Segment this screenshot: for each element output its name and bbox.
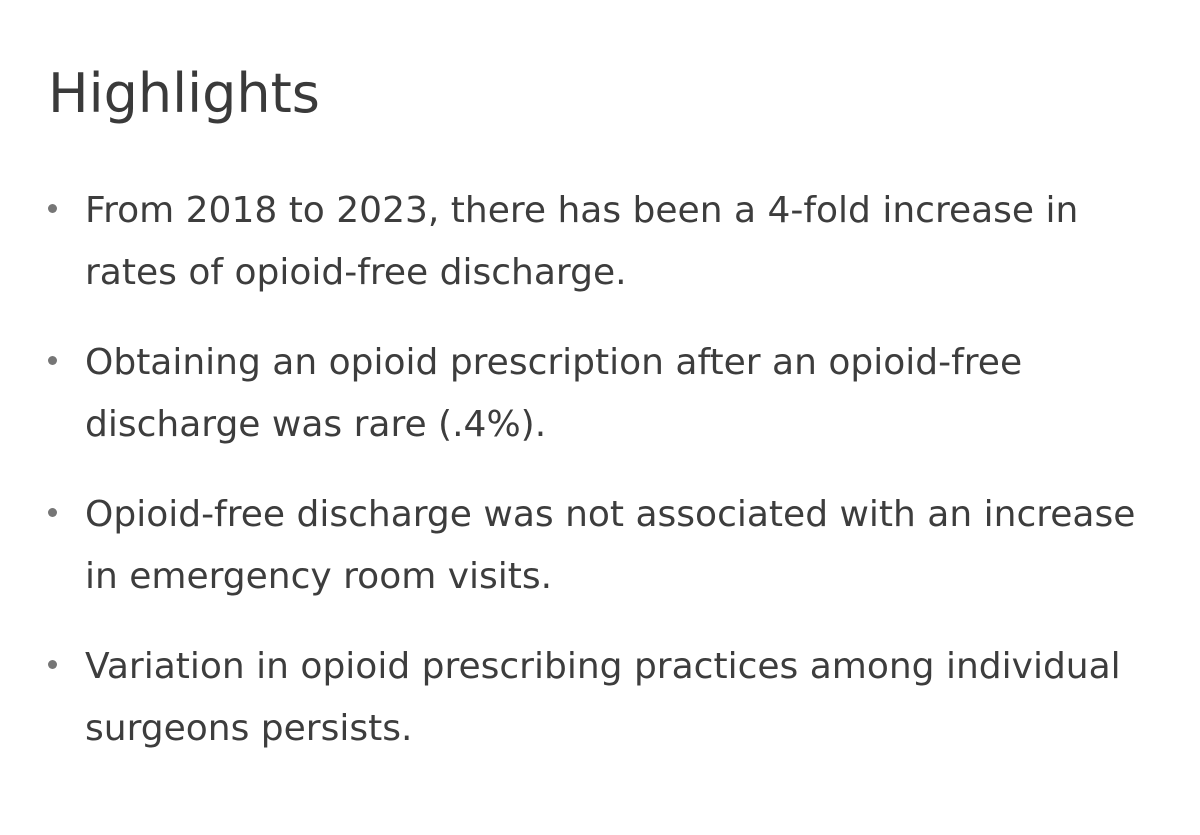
section-title: Highlights <box>48 62 320 125</box>
list-item: From 2018 to 2023, there has been a 4-fo… <box>48 180 1166 304</box>
highlight-text-line: Obtaining an opioid prescription after a… <box>85 342 1023 383</box>
bullet-icon <box>48 660 57 669</box>
highlight-text-line: discharge was rare (.4%). <box>85 404 547 445</box>
highlights-section: Highlights From 2018 to 2023, there has … <box>48 62 1166 760</box>
highlight-text-line: rates of opioid-free discharge. <box>85 252 627 293</box>
highlights-list: From 2018 to 2023, there has been a 4-fo… <box>48 180 1166 760</box>
list-item: Obtaining an opioid prescription after a… <box>48 332 1166 456</box>
highlight-text-line: Opioid-free discharge was not associated… <box>85 494 1136 535</box>
highlight-text-line: From 2018 to 2023, there has been a 4-fo… <box>85 190 1079 231</box>
highlight-text-line: surgeons persists. <box>85 708 413 749</box>
highlight-text-line: Variation in opioid prescribing practice… <box>85 646 1121 687</box>
list-item: Variation in opioid prescribing practice… <box>48 636 1166 760</box>
bullet-icon <box>48 508 57 517</box>
list-item: Opioid-free discharge was not associated… <box>48 484 1166 608</box>
bullet-icon <box>48 356 57 365</box>
bullet-icon <box>48 204 57 213</box>
highlight-text-line: in emergency room visits. <box>85 556 553 597</box>
